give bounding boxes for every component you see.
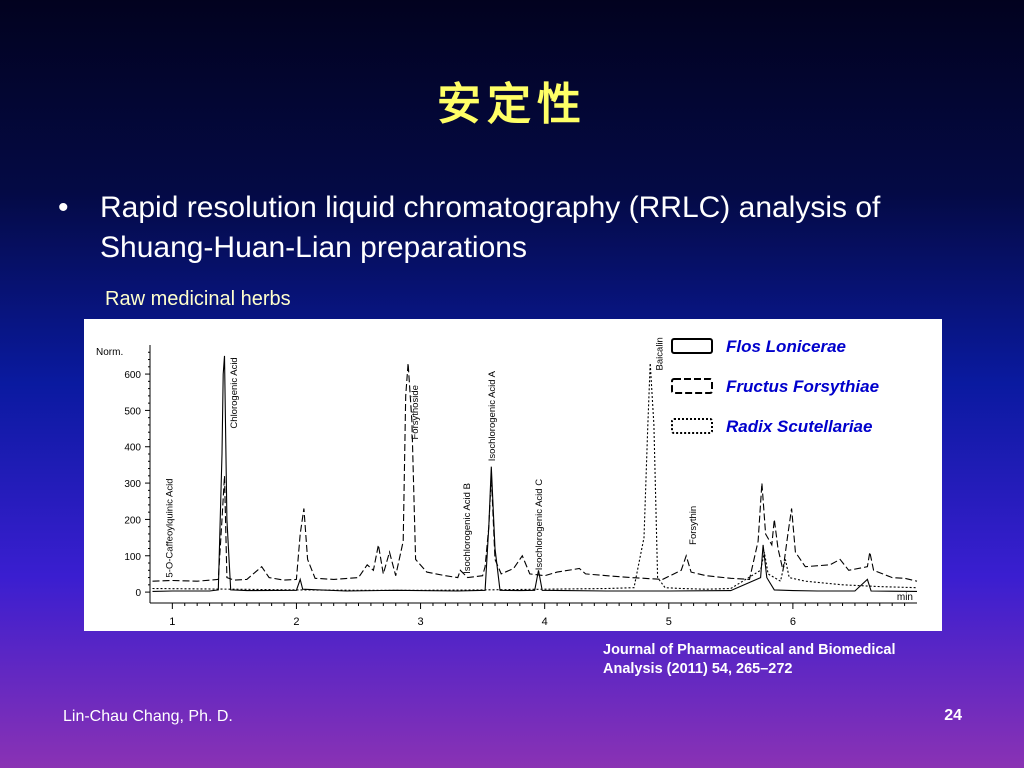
peak-label: Forsythin	[688, 506, 699, 545]
y-tick-label: 0	[135, 588, 141, 599]
peak-label: 5-O-Caffeoylquinic Acid	[164, 478, 175, 577]
footer-author: Lin-Chau Chang, Ph. D.	[63, 708, 233, 725]
x-tick-label: 5	[666, 616, 672, 628]
peak-label: Chlorogenic Acid	[229, 357, 240, 428]
x-tick-label: 3	[417, 616, 423, 628]
legend-swatch	[671, 418, 713, 434]
legend-label: Radix Scutellariae	[726, 417, 872, 436]
chromatogram-figure: 0 100 200 300 400 500 600 Norm. 1 2 3 4 5 6 min 5-O-Caf…	[84, 319, 942, 631]
x-axis-label: min	[897, 592, 913, 603]
x-tick-label: 4	[542, 616, 548, 628]
citation-line-2: Analysis (2011) 54, 265–272	[603, 661, 793, 677]
legend-label: Fructus Forsythiae	[726, 377, 879, 396]
peak-label: Isochlorogenic Acid C	[534, 479, 545, 570]
page-number: 24	[944, 707, 962, 724]
bullet-dot: •	[58, 191, 69, 224]
y-tick-label: 100	[124, 552, 141, 563]
y-tick-label: 500	[124, 406, 141, 417]
x-tick-label: 6	[790, 616, 796, 628]
peak-label: Isochlorogenic Acid A	[487, 370, 498, 461]
y-tick-label: 300	[124, 479, 141, 490]
peak-label: Forsythoside	[410, 385, 421, 439]
series-line-3	[152, 363, 918, 591]
chromatogram-chart: 0 100 200 300 400 500 600 Norm. 1 2 3 4 5 6 min 5-O-Caf…	[96, 337, 918, 628]
series-line-1	[152, 355, 918, 592]
slide-title: 安定性	[437, 79, 587, 130]
citation-line-1: Journal of Pharmaceutical and Biomedical	[603, 642, 896, 658]
x-tick-label: 1	[169, 616, 175, 628]
figure-subtitle: Raw medicinal herbs	[105, 288, 291, 310]
peak-label: Baicalin	[655, 337, 666, 370]
legend-swatch	[671, 378, 713, 394]
x-tick-label: 2	[293, 616, 299, 628]
y-tick-label: 200	[124, 515, 141, 526]
bullet-item: • Rapid resolution liquid chromatography…	[58, 188, 978, 268]
journal-citation: Journal of Pharmaceutical and Biomedical…	[603, 641, 963, 679]
y-axis-label: Norm.	[96, 347, 123, 358]
peak-label: Isochlorogenic Acid B	[462, 483, 473, 574]
y-tick-label: 400	[124, 443, 141, 454]
legend-swatch	[671, 338, 713, 354]
y-tick-label: 600	[124, 370, 141, 381]
series-line-2	[152, 363, 918, 582]
legend-label: Flos Lonicerae	[726, 337, 846, 356]
bullet-text: Rapid resolution liquid chromatography (…	[100, 191, 881, 264]
